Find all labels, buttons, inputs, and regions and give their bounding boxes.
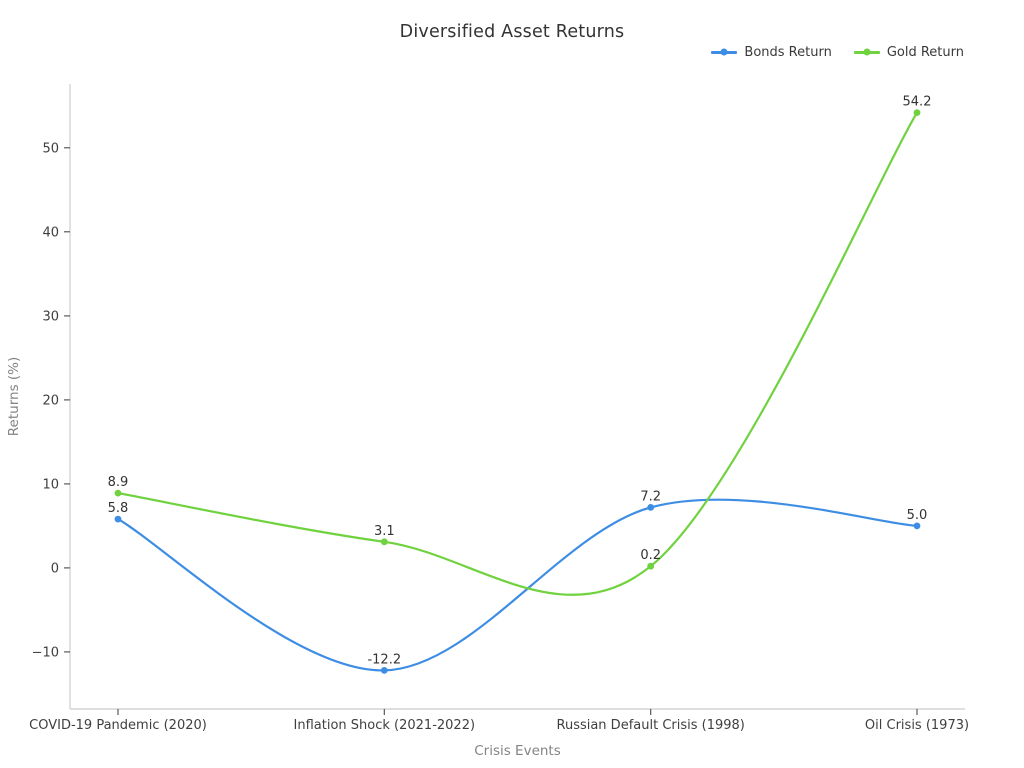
legend: Bonds Return Gold Return — [711, 46, 964, 59]
gold-line-swatch-icon — [853, 48, 880, 56]
legend-label-gold-return: Gold Return — [886, 45, 964, 60]
legend-label-bonds-return: Bonds Return — [744, 45, 832, 60]
x-tick-label: Inflation Shock (2021-2022) — [294, 718, 476, 733]
data-label-bonds-return: -12.2 — [367, 652, 401, 667]
y-tick-label: −10 — [32, 645, 59, 660]
legend-item-bonds-return[interactable]: Bonds Return — [711, 45, 832, 60]
x-tick-label: Russian Default Crisis (1998) — [557, 718, 745, 733]
series-line-gold-return — [116, 111, 919, 596]
bonds-line-swatch-icon — [711, 48, 738, 56]
gold-marker-icon — [863, 48, 871, 56]
data-label-gold-return: 54.2 — [903, 95, 932, 110]
series-line-bonds-return — [116, 498, 919, 672]
data-label-gold-return: 0.2 — [640, 548, 661, 563]
data-point-gold-return — [380, 538, 388, 546]
data-point-bonds-return — [647, 504, 655, 511]
data-label-gold-return: 3.1 — [374, 524, 395, 539]
y-tick-label: 30 — [42, 309, 59, 324]
y-tick-label: 10 — [42, 477, 59, 492]
legend-item-gold-return[interactable]: Gold Return — [853, 45, 964, 60]
x-axis-title: Crisis Events — [474, 743, 561, 759]
y-tick-label: 50 — [42, 141, 59, 156]
y-tick-label: 0 — [51, 561, 59, 576]
data-point-gold-return — [647, 562, 655, 570]
data-label-bonds-return: 5.8 — [108, 501, 129, 516]
y-tick-label: 40 — [42, 225, 59, 240]
x-tick-label: Oil Crisis (1973) — [865, 718, 969, 733]
data-point-gold-return — [114, 489, 122, 497]
data-label-bonds-return: 7.2 — [640, 489, 661, 504]
data-point-gold-return — [913, 109, 921, 116]
x-tick-label: COVID-19 Pandemic (2020) — [29, 718, 207, 733]
data-label-gold-return: 8.9 — [108, 475, 129, 490]
data-label-bonds-return: 5.0 — [907, 508, 928, 523]
chart-title: Diversified Asset Returns — [399, 22, 625, 42]
y-tick-label: 20 — [42, 393, 59, 408]
data-point-bonds-return — [913, 522, 921, 530]
data-point-bonds-return — [114, 515, 122, 523]
bonds-marker-icon — [720, 48, 728, 56]
data-point-bonds-return — [380, 667, 388, 674]
y-axis-title: Returns (%) — [6, 357, 22, 436]
